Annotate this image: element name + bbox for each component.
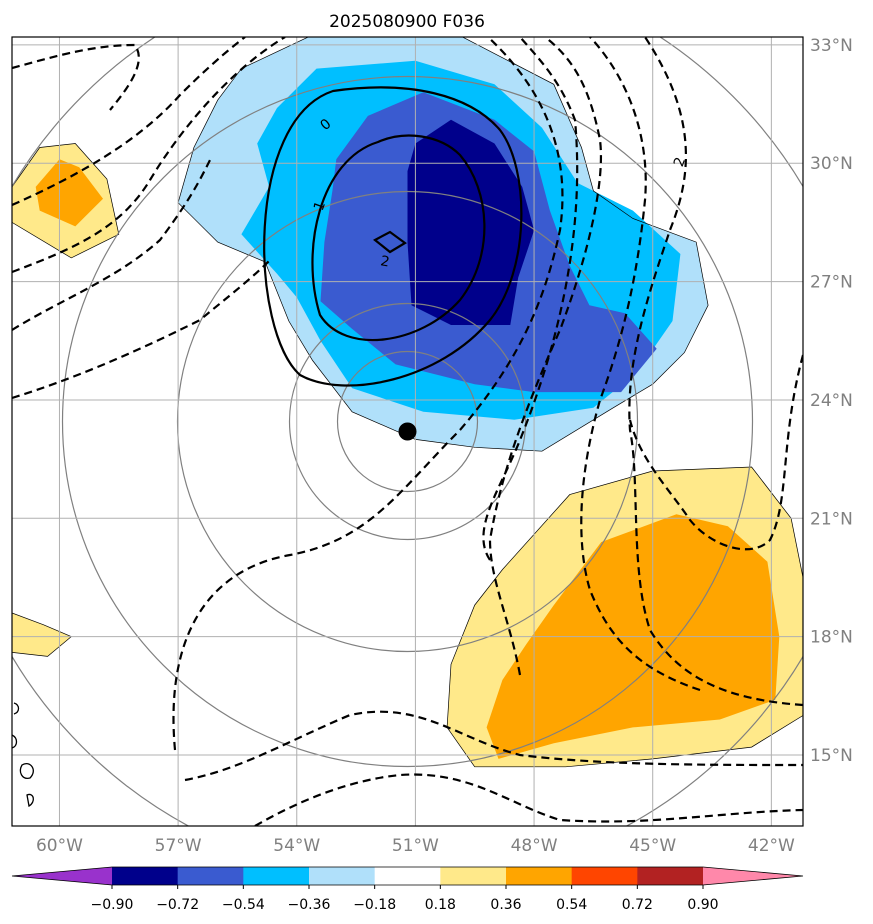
distance-ring-3	[61, 75, 754, 768]
island-outline-0	[19, 763, 34, 779]
dashed-contour-11	[628, 37, 803, 707]
dashed-contour-4	[12, 259, 271, 400]
storm-center-marker	[398, 422, 417, 441]
shaded-region-3	[407, 119, 535, 325]
shaded-regions	[12, 37, 803, 767]
distance-ring-1	[288, 302, 527, 541]
colorbar-label-0: −0.90	[91, 897, 134, 913]
lat-label-6: 33°N	[810, 36, 853, 56]
solid-contour-1	[311, 134, 486, 342]
dashed-contour-3	[12, 159, 211, 331]
colorbar-label-3: −0.36	[288, 897, 331, 913]
island-outline-1	[26, 793, 34, 808]
shading-outline-7	[446, 466, 803, 768]
colorbar-bin-4	[374, 867, 441, 885]
colorbar-extend-high	[703, 867, 803, 885]
dashed-contour-8	[482, 37, 579, 561]
island-outline-2	[12, 734, 18, 749]
distance-ring-0	[336, 350, 479, 493]
coastlines	[12, 702, 34, 808]
colorbar-bin-0	[112, 867, 179, 885]
distance-ring-2	[176, 190, 639, 653]
lon-label-2: 54°W	[273, 836, 320, 856]
contour-label-2: 2	[379, 253, 391, 270]
colorbar-label-5: 0.18	[425, 897, 456, 913]
dashed-contour-12	[628, 354, 803, 551]
lon-label-1: 57°W	[155, 836, 202, 856]
colorbar-label-2: −0.54	[222, 897, 265, 913]
solid-contour-0	[263, 86, 523, 387]
lat-label-4: 27°N	[810, 273, 853, 293]
colorbar-label-7: 0.54	[556, 897, 587, 913]
lat-label-5: 30°N	[810, 154, 853, 174]
dashed-contour-2	[12, 37, 286, 274]
colorbar-label-6: 0.36	[490, 897, 521, 913]
shading-outline-4	[12, 143, 120, 259]
chart-title: 2025080900 F036	[329, 12, 485, 32]
colorbar-bin-3	[309, 867, 376, 885]
colorbar-bin-8	[637, 867, 704, 885]
colorbar-bin-6	[506, 867, 573, 885]
contour-lines	[12, 37, 803, 826]
dashed-contour-0	[12, 43, 140, 111]
shaded-region-6	[12, 613, 72, 657]
lon-label-4: 48°W	[511, 836, 558, 856]
solid-contour-2	[373, 230, 407, 254]
map-frame	[11, 36, 804, 827]
lat-label-1: 18°N	[810, 628, 853, 648]
colorbar-label-1: −0.72	[156, 897, 199, 913]
lon-label-6: 42°W	[748, 836, 795, 856]
dashed-contour-7	[254, 773, 803, 826]
longitude-labels: 60°W 57°W 54°W 51°W 48°W 45°W 42°W	[36, 836, 795, 856]
dashed-contour-1	[12, 37, 246, 207]
latitude-labels: 15°N 18°N 21°N 24°N 27°N 30°N 33°N	[810, 36, 853, 766]
colorbar-bin-7	[571, 867, 638, 885]
colorbar-label-4: −0.18	[353, 897, 396, 913]
dashed-contour-9	[488, 37, 603, 676]
colorbar-bin-2	[243, 867, 310, 885]
lon-label-3: 51°W	[392, 836, 439, 856]
colorbar-label-9: 0.90	[687, 897, 718, 913]
lon-label-5: 45°W	[629, 836, 676, 856]
colorbar-bin-1	[177, 867, 244, 885]
colorbar-label-8: 0.72	[622, 897, 653, 913]
shading-outline-0	[177, 37, 709, 452]
dashed-contour-6	[184, 710, 803, 782]
lat-label-2: 21°N	[810, 509, 853, 529]
map-area	[12, 37, 803, 826]
lat-label-0: 15°N	[810, 746, 853, 766]
shaded-region-5	[35, 159, 104, 227]
colorbar-extend-low	[12, 867, 112, 885]
lat-label-3: 24°N	[810, 391, 853, 411]
colorbar-bin-5	[440, 867, 507, 885]
distance-rings	[12, 37, 803, 826]
island-outline-3	[13, 702, 20, 715]
lon-label-0: 60°W	[36, 836, 83, 856]
colorbar: −0.90 −0.72 −0.54 −0.36 −0.18 0.18 0.36 0.54 0.7…	[11, 866, 804, 913]
